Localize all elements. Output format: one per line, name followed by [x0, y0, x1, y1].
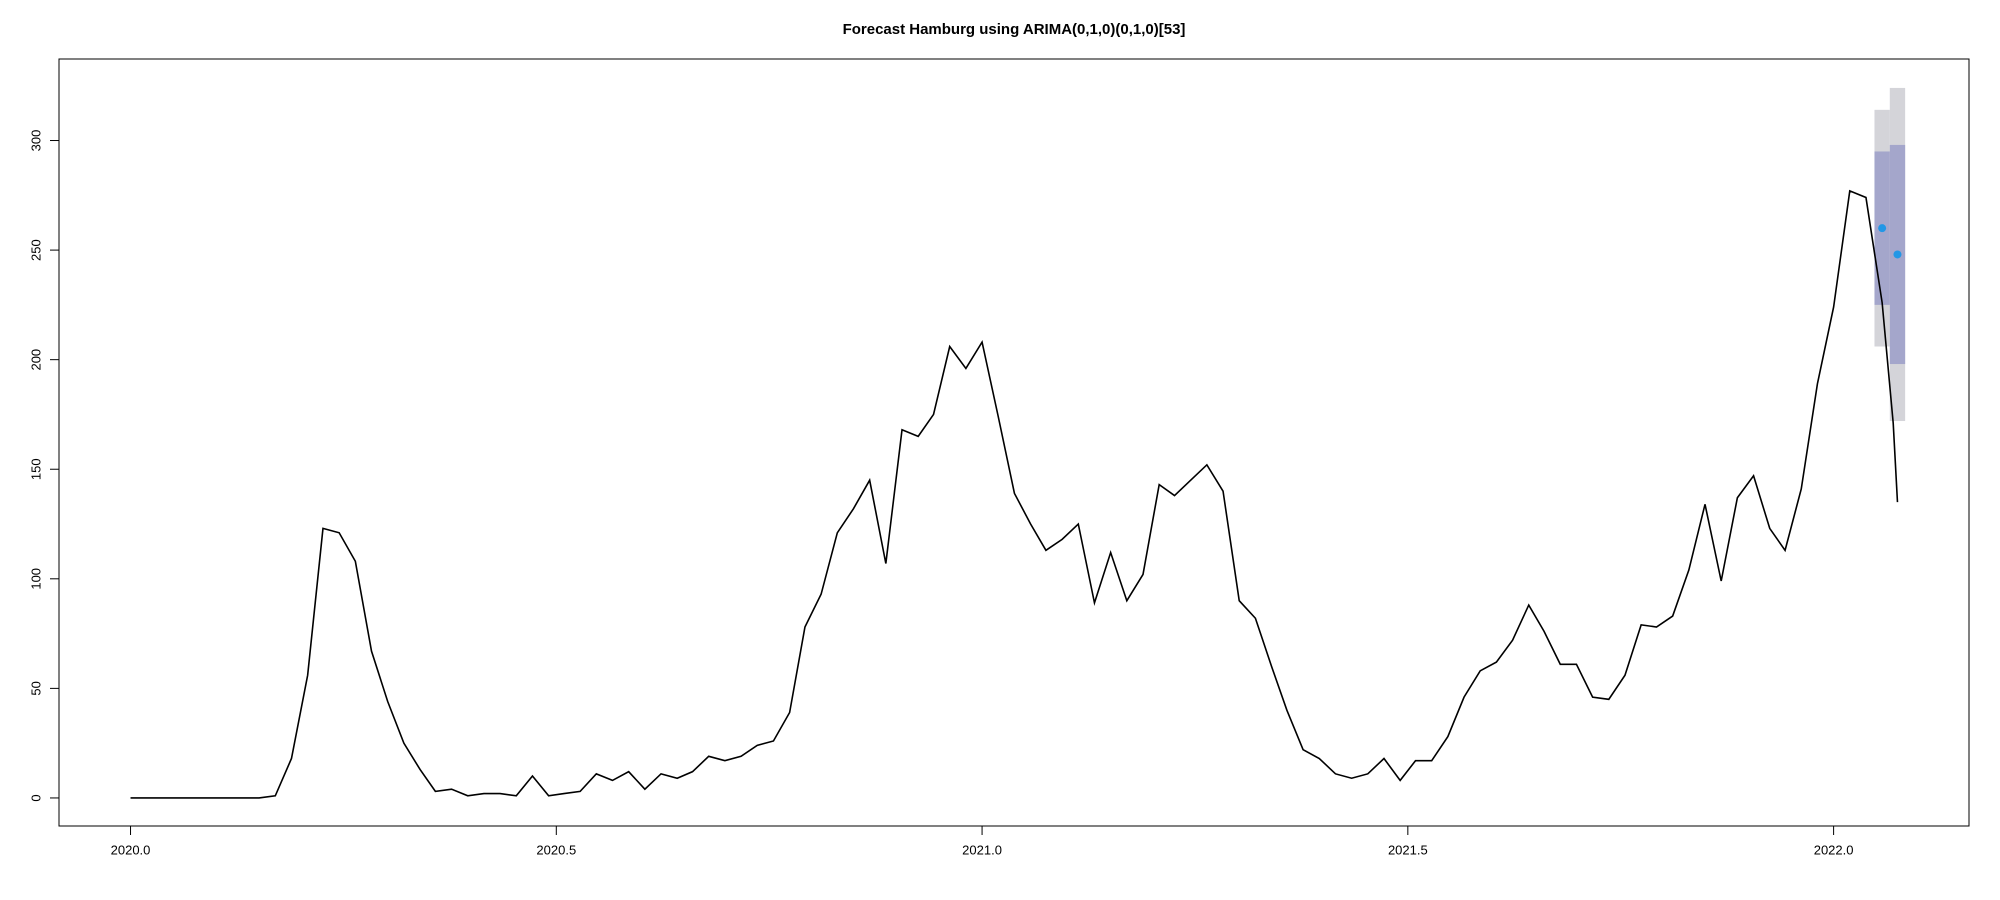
x-tick-label: 2020.0: [111, 842, 151, 857]
y-tick-label: 0: [28, 794, 43, 801]
y-tick-label: 150: [28, 458, 43, 480]
y-tick-label: 100: [28, 568, 43, 590]
x-tick-label: 2021.0: [962, 842, 1002, 857]
y-tick-label: 200: [28, 349, 43, 371]
y-tick-label: 300: [28, 130, 43, 152]
x-tick-label: 2022.0: [1814, 842, 1854, 857]
y-tick-label: 250: [28, 239, 43, 261]
chart-title: Forecast Hamburg using ARIMA(0,1,0)(0,1,…: [843, 21, 1186, 38]
y-tick-label: 50: [28, 681, 43, 695]
x-tick-label: 2021.5: [1388, 842, 1428, 857]
x-tick-label: 2020.5: [536, 842, 576, 857]
series-line: [130, 189, 1899, 799]
plot-frame: [58, 58, 1970, 827]
forecast-point: [1893, 250, 1902, 259]
forecast-point: [1878, 224, 1887, 233]
